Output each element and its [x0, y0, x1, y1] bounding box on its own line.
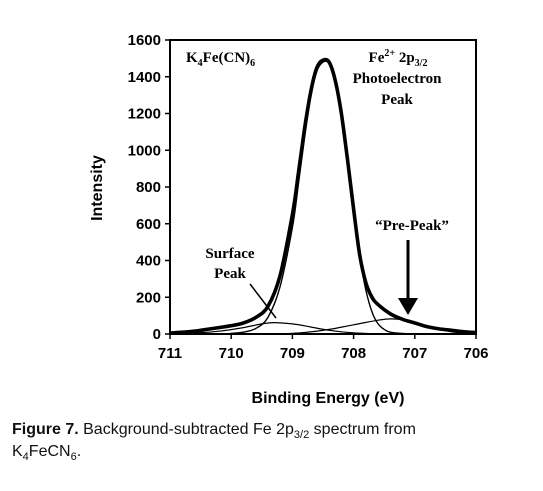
- spectrum-chart: 711 710 709 708 707 706 0 200 400 600 800 1000 1200 1…: [89, 32, 489, 407]
- caption-text-d: FeCN: [28, 443, 71, 460]
- caption-text-e: .: [76, 443, 82, 460]
- caption-text-a: Background-subtracted Fe 2p: [78, 421, 294, 438]
- prepeak-label: “Pre-Peak”: [375, 218, 449, 234]
- y-tick-label: 1600: [128, 32, 161, 49]
- y-tick-label: 600: [136, 216, 161, 233]
- x-tick-label: 708: [341, 345, 366, 362]
- surface-peak-label-2: Peak: [214, 266, 246, 282]
- y-tick-label: 800: [136, 179, 161, 196]
- surface-peak-fit-line: [169, 322, 379, 335]
- prepeak-arrow-head: [398, 298, 418, 315]
- x-tick-label: 711: [158, 345, 182, 362]
- x-tick-label: 706: [463, 345, 488, 362]
- y-tick-label: 1400: [128, 69, 161, 86]
- caption-label: Figure 7.: [12, 421, 79, 438]
- x-tick-label: 710: [219, 345, 244, 362]
- main-peak-fit-line: [218, 60, 428, 335]
- x-tick-label: 709: [280, 345, 305, 362]
- surface-peak-label-1: Surface: [205, 246, 254, 262]
- y-tick-label: 0: [153, 326, 161, 343]
- surface-peak-pointer: [249, 283, 277, 319]
- measured-spectrum-line: [169, 57, 477, 335]
- peak-label-line-1: Fe2+ 2p3/2: [369, 48, 428, 69]
- y-tick-label: 1000: [128, 142, 161, 159]
- y-axis-title: Intensity: [89, 155, 106, 221]
- peak-label-line-3: Peak: [381, 92, 413, 108]
- caption-sub-d: 6: [70, 451, 77, 464]
- y-tick-label: 1200: [128, 106, 161, 123]
- caption-text-c: K: [12, 443, 23, 460]
- prepeak-fit-line: [280, 318, 477, 335]
- ticks-layer: 711 710 709 708 707 706 0 200 400 600 800 1000 1200 1…: [128, 32, 489, 362]
- series-layer: [169, 57, 477, 335]
- caption-sub-a: 3/2: [293, 429, 310, 442]
- y-tick-label: 400: [136, 253, 161, 270]
- y-tick-label: 200: [136, 289, 161, 306]
- peak-label-line-2: Photoelectron: [353, 71, 443, 87]
- caption-sub-c: 4: [22, 451, 29, 464]
- x-tick-label: 707: [402, 345, 427, 362]
- x-axis-title: Binding Energy (eV): [252, 390, 405, 407]
- caption-text-b: spectrum from: [309, 421, 416, 438]
- figure-caption: Figure 7. Background-subtracted Fe 2p3/2…: [12, 419, 537, 463]
- compound-label: K4Fe(CN)6: [186, 50, 255, 69]
